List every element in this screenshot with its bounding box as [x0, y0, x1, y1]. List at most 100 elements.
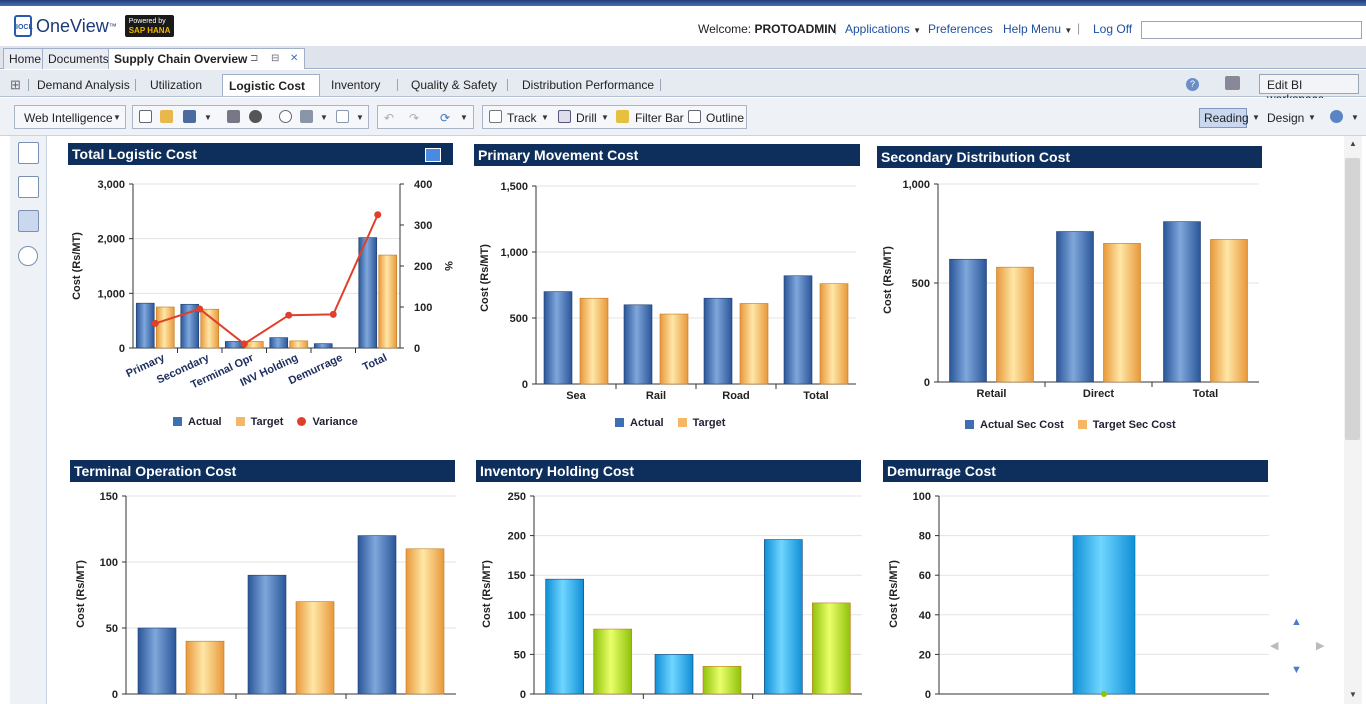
restore-icon[interactable]: ⊟: [271, 53, 280, 64]
legend-item-actual: Actual: [173, 416, 222, 428]
scrollbar-thumb[interactable]: [1345, 158, 1360, 440]
scroll-up-icon[interactable]: ▲: [1349, 139, 1357, 148]
chevron-down-icon[interactable]: ▼: [460, 113, 468, 122]
outline-button[interactable]: Outline: [706, 111, 745, 125]
outline-icon[interactable]: [688, 110, 701, 123]
find-icon[interactable]: [249, 110, 262, 123]
chevron-down-icon: ▼: [1064, 26, 1073, 35]
filter-bar-button[interactable]: Filter Bar: [635, 111, 684, 125]
edit-bi-workspace-button[interactable]: Edit BI workspace: [1259, 74, 1359, 106]
open-folder-icon[interactable]: [160, 110, 173, 123]
redo-icon[interactable]: ↷: [409, 111, 420, 125]
help-icon[interactable]: ?: [1186, 78, 1199, 91]
chevron-down-icon[interactable]: ▼: [541, 113, 549, 122]
bar-actual: [180, 303, 200, 349]
chevron-down-icon[interactable]: ▼: [601, 113, 609, 122]
reading-label: Reading: [1204, 111, 1249, 125]
tab-distribution-performance[interactable]: Distribution Performance: [522, 78, 655, 92]
legend-secondary-distribution-cost: Actual Sec Cost Target Sec Cost: [965, 419, 1176, 431]
chevron-down-icon[interactable]: ▼: [204, 113, 212, 122]
filter-icon[interactable]: [616, 110, 629, 123]
pan-up-icon[interactable]: ▲: [1291, 616, 1302, 628]
search-input[interactable]: [1141, 21, 1362, 39]
tab-inventory[interactable]: Inventory: [331, 78, 381, 92]
legend-item-target: Target: [677, 417, 725, 429]
y-tick-label: 0: [112, 689, 118, 701]
track-button[interactable]: Track: [507, 111, 537, 125]
tab-separator: [28, 79, 29, 91]
applications-menu[interactable]: Applications ▼: [845, 22, 921, 36]
y2-tick-label: 400: [414, 179, 432, 191]
pin-icon[interactable]: ⊐: [250, 53, 259, 64]
refresh-icon[interactable]: ⟳: [440, 111, 451, 125]
drill-icon[interactable]: [558, 110, 571, 123]
input-controls-icon[interactable]: [18, 210, 39, 232]
tab-home[interactable]: Home: [3, 48, 48, 69]
drill-button[interactable]: Drill: [576, 111, 597, 125]
tab-demand-analysis[interactable]: Demand Analysis: [37, 78, 130, 92]
welcome-label: Welcome:: [698, 22, 752, 36]
tab-logistic-cost[interactable]: Logistic Cost: [222, 74, 320, 96]
email-icon[interactable]: [336, 110, 349, 123]
new-document-icon[interactable]: [139, 110, 152, 123]
tab-quality-safety[interactable]: Quality & Safety: [411, 78, 498, 92]
grid-view-icon[interactable]: ⊞: [10, 77, 21, 92]
chevron-down-icon[interactable]: ▼: [1308, 113, 1316, 122]
print-icon[interactable]: [1225, 76, 1240, 90]
bar-actual: [357, 535, 397, 695]
bar-actual: [247, 574, 287, 695]
chart-title-secondary-distribution-cost: Secondary Distribution Cost: [877, 146, 1262, 168]
x-tick-label: Rail: [646, 390, 666, 402]
legend-label: Target: [250, 416, 284, 428]
document-summary-icon[interactable]: [18, 142, 39, 164]
history-icon[interactable]: [279, 110, 292, 123]
preferences-link[interactable]: Preferences: [928, 22, 993, 36]
close-icon[interactable]: ✕: [290, 53, 299, 64]
legend-item-actual: Actual: [615, 417, 664, 429]
help-menu[interactable]: Help Menu ▼: [1003, 22, 1072, 36]
log-off-link[interactable]: Log Off: [1093, 22, 1133, 36]
chart-type-icon[interactable]: [425, 148, 441, 162]
tab-supply-chain-overview[interactable]: Supply Chain Overview: [108, 48, 305, 69]
question-icon[interactable]: [18, 246, 38, 266]
chevron-down-icon[interactable]: ▼: [1252, 113, 1260, 122]
save-icon[interactable]: [183, 110, 196, 123]
y-tick-label: 0: [924, 377, 930, 389]
print-icon[interactable]: [227, 110, 240, 123]
bar-target: [702, 665, 742, 695]
pan-down-icon[interactable]: ▼: [1291, 664, 1302, 676]
legend-label: Actual: [188, 416, 222, 428]
export-icon[interactable]: [300, 110, 313, 123]
navigation-map-icon[interactable]: [18, 176, 39, 198]
x-tick-label: Retail: [977, 388, 1007, 400]
scroll-down-icon[interactable]: ▼: [1349, 690, 1357, 699]
track-icon[interactable]: [489, 110, 502, 123]
y-tick-label: 0: [925, 689, 931, 701]
help-icon[interactable]: [1330, 110, 1343, 123]
reading-mode-button[interactable]: [1199, 108, 1247, 128]
y-tick-label: 100: [913, 491, 931, 503]
bar-actual: [137, 627, 177, 695]
bar-target: [200, 308, 220, 349]
variance-point: [285, 311, 293, 319]
web-intelligence-menu[interactable]: [14, 105, 126, 129]
vertical-scrollbar[interactable]: ▲ ▼: [1344, 136, 1362, 704]
bar-target: [739, 303, 769, 385]
tab-utilization[interactable]: Utilization: [150, 78, 203, 92]
bar-target: [289, 340, 309, 349]
pan-right-icon[interactable]: ▶: [1316, 640, 1325, 652]
chevron-down-icon[interactable]: ▼: [320, 113, 328, 122]
chevron-down-icon[interactable]: ▼: [1351, 113, 1359, 122]
report-canvas: Total Logistic Cost Primary Movement Cos…: [48, 136, 1344, 704]
chevron-down-icon[interactable]: ▼: [356, 113, 364, 122]
secondary-distribution-cost-chart: 0 500 1,000 Cost (Rs/MT) Retail Direct Total: [882, 179, 1259, 400]
bar-target: [155, 306, 175, 349]
undo-icon[interactable]: ↶: [384, 111, 395, 125]
pan-left-icon[interactable]: ◀: [1270, 640, 1279, 652]
design-mode-button[interactable]: Design: [1267, 111, 1305, 125]
bar-target: [659, 313, 689, 385]
y-tick-label: 0: [520, 689, 526, 701]
variance-point: [196, 305, 204, 313]
tab-documents[interactable]: Documents: [42, 48, 115, 69]
